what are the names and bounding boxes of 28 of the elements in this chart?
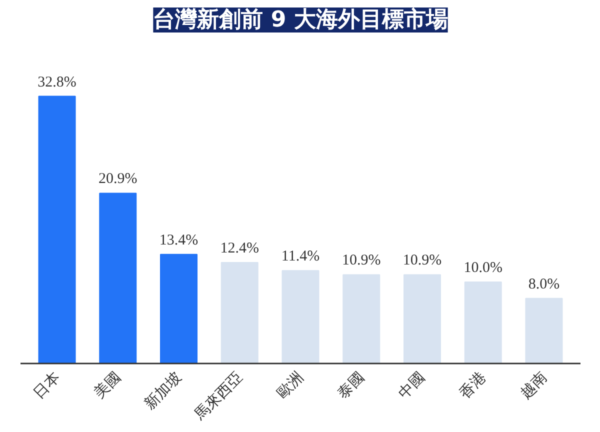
data-label: 10.0% bbox=[464, 260, 502, 276]
data-label: 32.8% bbox=[38, 74, 76, 90]
data-label: 10.9% bbox=[342, 252, 381, 269]
x-tick-label: 日本 bbox=[29, 368, 64, 402]
bar bbox=[403, 274, 441, 364]
x-tick-label: 越南 bbox=[516, 368, 550, 402]
data-label: 8.0% bbox=[528, 276, 560, 292]
data-label: 12.4% bbox=[220, 240, 260, 256]
bar bbox=[342, 274, 380, 364]
x-tick-label: 香港 bbox=[456, 368, 490, 402]
x-tick-label: 馬來西亞 bbox=[190, 368, 246, 424]
x-tick-label: 新加坡 bbox=[140, 368, 186, 413]
data-label: 11.4% bbox=[281, 248, 320, 265]
chart-title: 台灣新創前 9 大海外目標市場 bbox=[153, 6, 448, 32]
bar bbox=[99, 192, 137, 364]
bar bbox=[38, 96, 76, 364]
bar bbox=[160, 254, 198, 364]
data-label: 20.9% bbox=[98, 171, 138, 188]
x-tick-label: 泰國 bbox=[334, 368, 368, 402]
x-tick-label: 中國 bbox=[394, 368, 429, 402]
data-label: 13.4% bbox=[159, 232, 198, 248]
bar bbox=[282, 270, 320, 364]
data-label: 10.9% bbox=[402, 252, 442, 269]
x-tick-label: 美國 bbox=[90, 368, 124, 402]
bar bbox=[220, 262, 258, 364]
bar bbox=[525, 298, 563, 364]
bar bbox=[464, 282, 502, 364]
x-tick-label: 歐洲 bbox=[272, 368, 307, 402]
